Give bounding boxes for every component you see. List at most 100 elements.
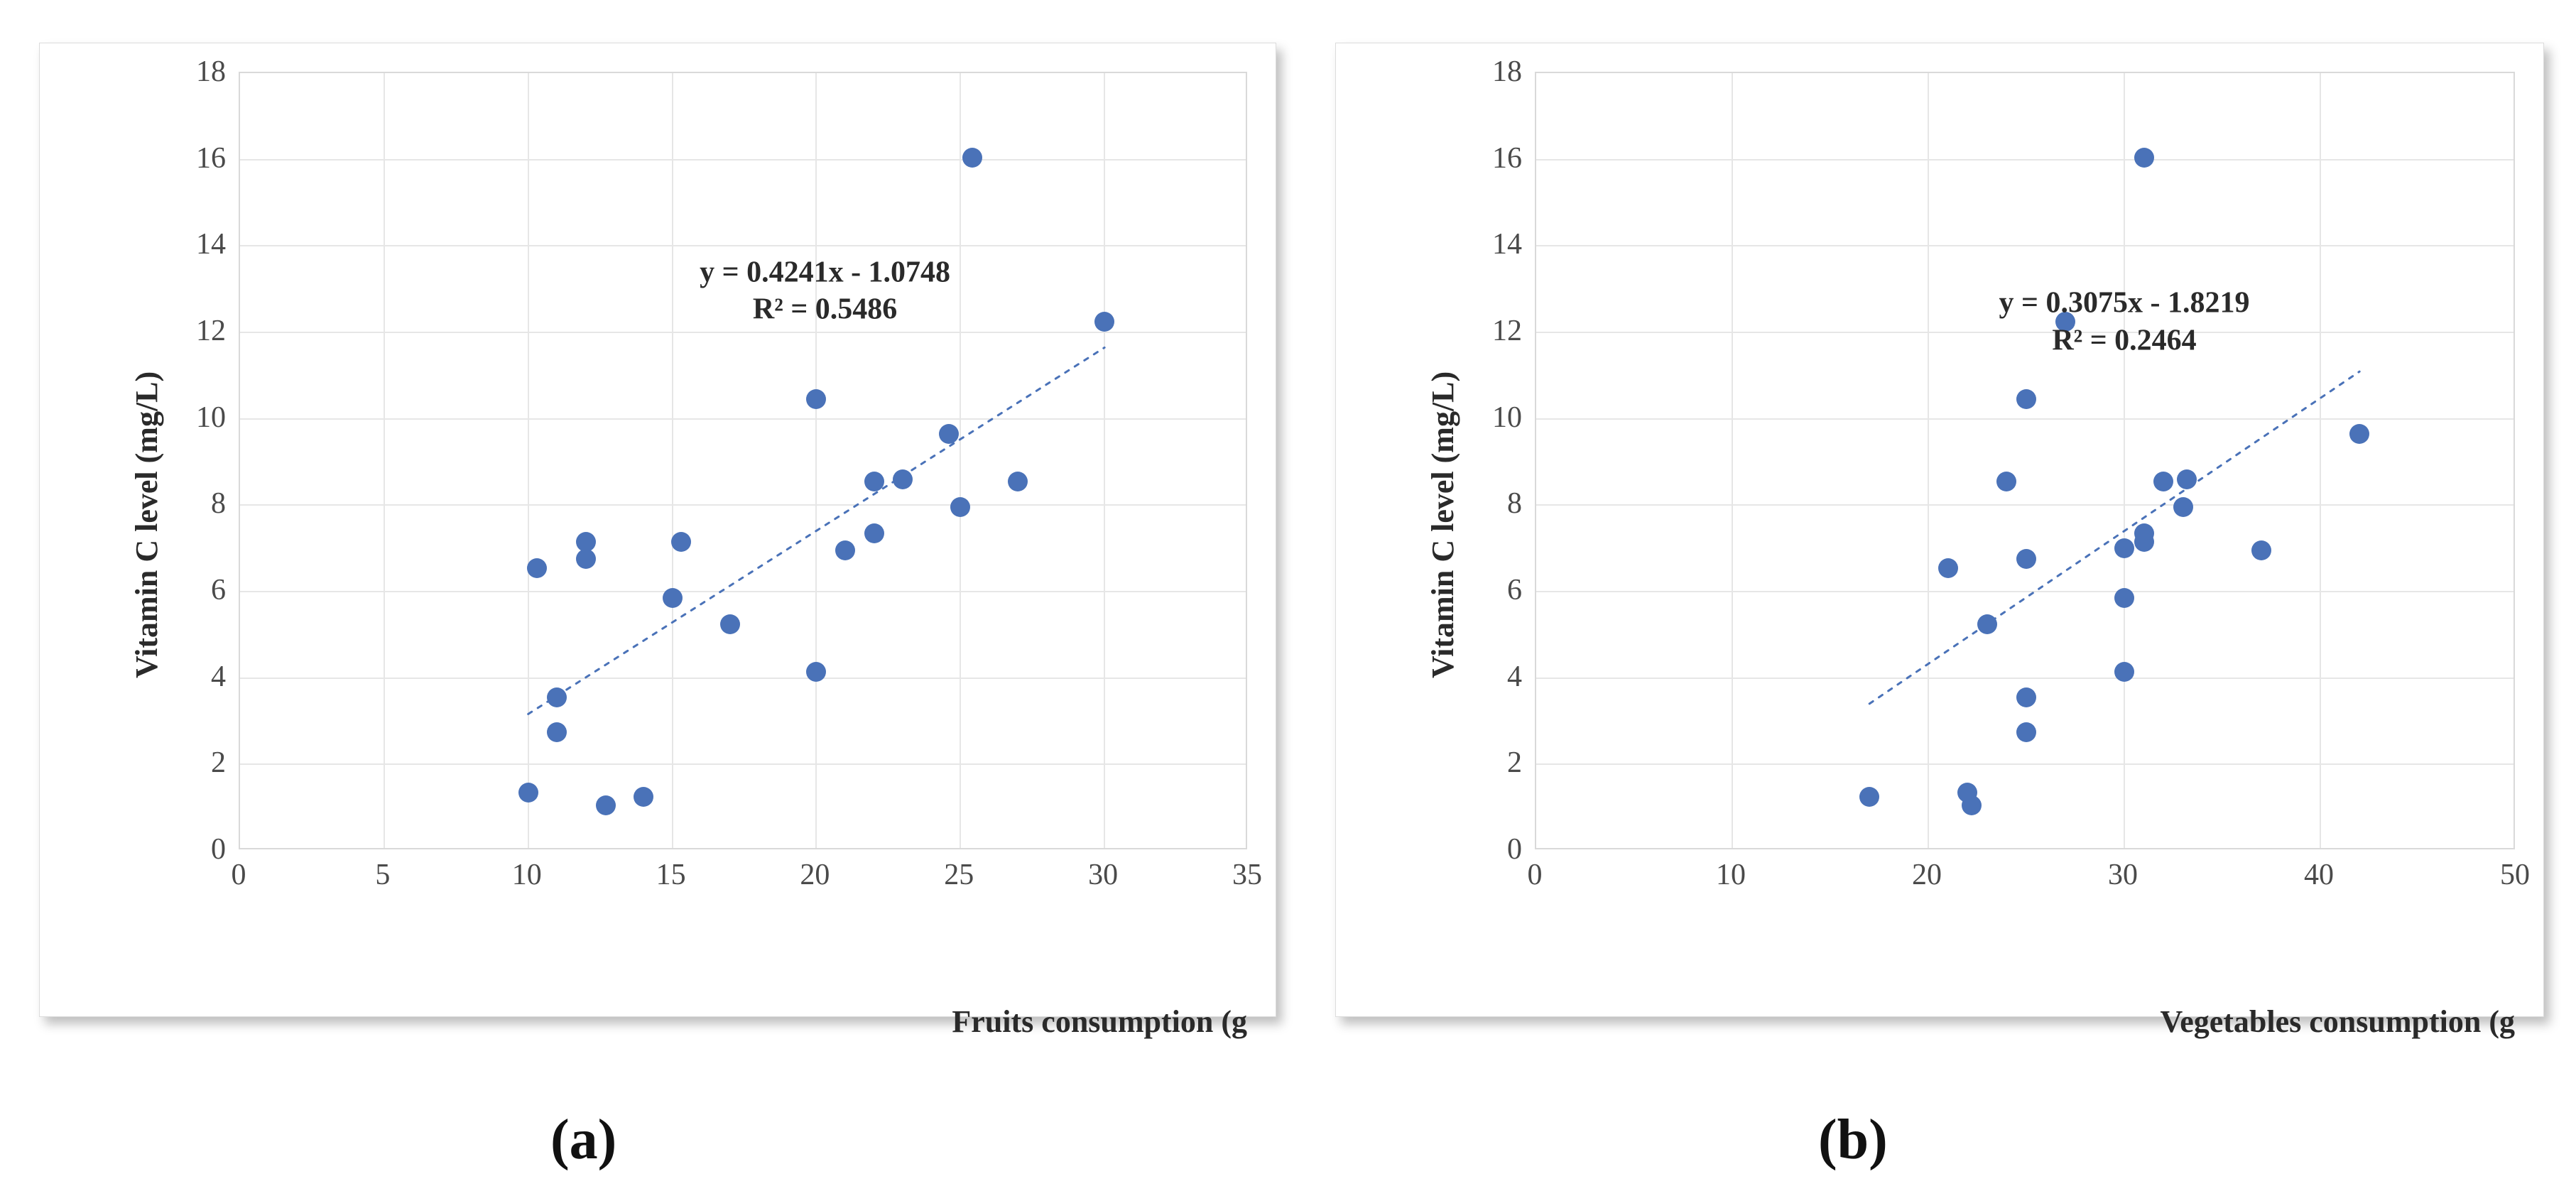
regression-r2: R² = 0.5486: [700, 291, 950, 329]
y-tick-label: 18: [196, 55, 226, 89]
x-tick-label: 15: [656, 858, 686, 892]
data-point: [950, 497, 970, 517]
x-tick-label: 5: [375, 858, 390, 892]
x-tick-label: 0: [232, 858, 246, 892]
gridline-h: [1536, 591, 2513, 592]
regression-r2: R² = 0.2464: [1999, 322, 2250, 359]
y-tick-label: 10: [196, 401, 226, 435]
y-tick-label: 16: [1492, 141, 1522, 175]
gridline-v: [2320, 73, 2321, 848]
data-point: [939, 424, 959, 444]
gridline-v: [1928, 73, 1929, 848]
x-tick-label: 20: [1912, 858, 1942, 892]
plot-area-a: y = 0.4241x - 1.0748R² = 0.5486: [239, 72, 1247, 849]
data-point: [2114, 662, 2134, 682]
data-point: [806, 389, 826, 409]
y-tick-label: 4: [211, 660, 226, 694]
data-point: [1977, 614, 1997, 634]
gridline-h: [240, 763, 1246, 765]
gridline-h: [1536, 245, 2513, 246]
gridline-v: [1104, 73, 1105, 848]
regression-annotation-b: y = 0.3075x - 1.8219R² = 0.2464: [1999, 285, 2250, 359]
gridline-v: [384, 73, 385, 848]
y-tick-label: 6: [1507, 573, 1522, 607]
x-tick-label: 25: [944, 858, 974, 892]
y-tick-label: 16: [196, 141, 226, 175]
data-point: [2153, 472, 2173, 491]
x-tick-label: 50: [2500, 858, 2530, 892]
data-point: [720, 614, 740, 634]
data-point: [671, 532, 691, 552]
trendline-a: [240, 73, 1249, 851]
data-point: [2134, 148, 2154, 168]
y-tick-label: 8: [211, 486, 226, 521]
y-tick-label: 0: [1507, 832, 1522, 866]
y-tick-label: 8: [1507, 486, 1522, 521]
gridline-h: [1536, 159, 2513, 161]
y-tick-label: 6: [211, 573, 226, 607]
data-point: [2173, 497, 2193, 517]
gridline-v: [815, 73, 817, 848]
y-tick-label: 4: [1507, 660, 1522, 694]
data-point: [1962, 795, 1982, 815]
data-point: [2016, 722, 2036, 742]
y-tick-label: 10: [1492, 401, 1522, 435]
data-point: [2016, 687, 2036, 707]
gridline-h: [240, 245, 1246, 246]
data-point: [576, 532, 596, 552]
data-point: [518, 783, 538, 803]
gridline-h: [240, 504, 1246, 506]
data-point: [1996, 472, 2016, 491]
data-point: [2177, 469, 2197, 489]
chart-panel-b: y = 0.3075x - 1.8219R² = 0.2464 01020304…: [1335, 43, 2544, 1017]
regression-equation: y = 0.3075x - 1.8219: [1999, 285, 2250, 322]
y-tick-label: 0: [211, 832, 226, 866]
gridline-v: [2124, 73, 2125, 848]
y-tick-label: 12: [196, 314, 226, 348]
data-point: [663, 588, 683, 608]
data-point: [527, 558, 547, 578]
y-tick-label: 14: [196, 227, 226, 261]
data-point: [547, 722, 567, 742]
data-point: [576, 549, 596, 569]
y-tick-label: 2: [1507, 746, 1522, 780]
y-tick-label: 12: [1492, 314, 1522, 348]
data-point: [893, 469, 913, 489]
x-tick-label: 10: [1716, 858, 1746, 892]
chart-panel-a: y = 0.4241x - 1.0748R² = 0.5486 05101520…: [39, 43, 1276, 1017]
y-axis-title-a: Vitamin C level (mg/L): [129, 371, 165, 678]
data-point: [806, 662, 826, 682]
gridline-h: [1536, 418, 2513, 420]
x-axis-title-b: Vegetables consumption (g: [2160, 1004, 2515, 1040]
x-axis-title-a: Fruits consumption (g: [952, 1004, 1247, 1040]
data-point: [1859, 787, 1879, 807]
data-point: [864, 472, 884, 491]
gridline-h: [1536, 678, 2513, 679]
gridline-v: [528, 73, 529, 848]
x-tick-label: 40: [2304, 858, 2334, 892]
data-point: [1094, 312, 1114, 332]
gridline-v: [672, 73, 673, 848]
data-point: [962, 148, 982, 168]
page-root: y = 0.4241x - 1.0748R² = 0.5486 05101520…: [0, 0, 2576, 1191]
data-point: [634, 787, 653, 807]
x-tick-label: 0: [1528, 858, 1543, 892]
y-tick-label: 18: [1492, 55, 1522, 89]
y-axis-title-b: Vitamin C level (mg/L): [1425, 371, 1461, 678]
gridline-h: [1536, 763, 2513, 765]
data-point: [2349, 424, 2369, 444]
data-point: [596, 795, 616, 815]
gridline-v: [960, 73, 961, 848]
data-point: [547, 687, 567, 707]
x-tick-label: 30: [1088, 858, 1118, 892]
x-tick-label: 20: [800, 858, 830, 892]
data-point: [2016, 549, 2036, 569]
plot-area-b: y = 0.3075x - 1.8219R² = 0.2464: [1535, 72, 2515, 849]
subcaption-b: (b): [1818, 1108, 1888, 1173]
data-point: [2016, 389, 2036, 409]
gridline-h: [240, 678, 1246, 679]
gridline-h: [240, 591, 1246, 592]
data-point: [2114, 538, 2134, 558]
y-tick-label: 2: [211, 746, 226, 780]
x-tick-label: 30: [2108, 858, 2138, 892]
